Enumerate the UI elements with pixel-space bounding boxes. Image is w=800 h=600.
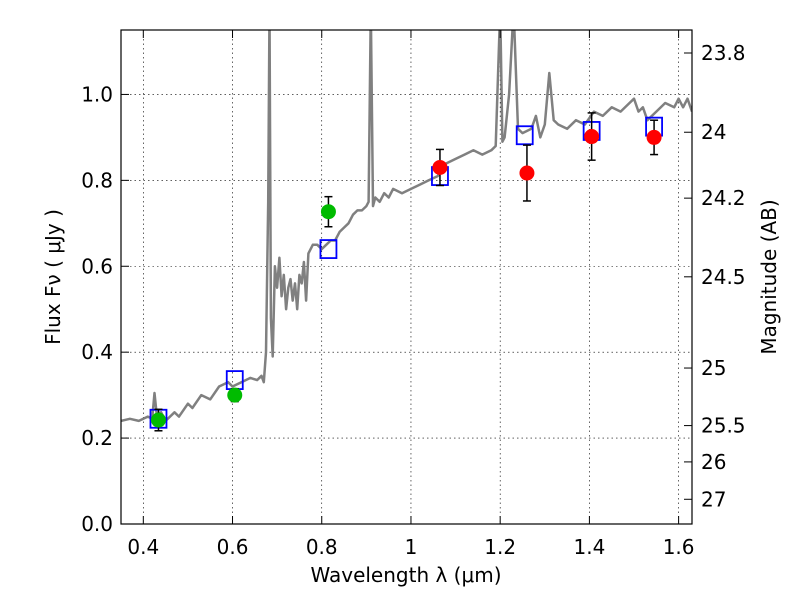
x-tick-label: 1.6 — [663, 535, 695, 559]
mag-tick-label: 27 — [701, 487, 726, 511]
y-tick-label: 0.0 — [81, 512, 113, 536]
y-axis-label: Flux Fν ( μJy ) — [41, 209, 65, 345]
x-tick-label: 0.8 — [306, 535, 338, 559]
model-flux-box — [515, 125, 534, 146]
x-axis-label: Wavelength λ (μm) — [310, 563, 501, 587]
y-tick-label: 0.2 — [81, 426, 113, 450]
nir-flux-point — [519, 165, 535, 181]
template-spectrum-line — [121, 30, 692, 423]
x-tick-label: 1.4 — [573, 535, 605, 559]
plot-frame — [120, 29, 693, 525]
y-tick-label: 0.6 — [81, 254, 113, 278]
y-tick-label: 1.0 — [81, 82, 113, 106]
mag-tick-label: 24 — [701, 120, 726, 144]
right-axis-label: Magnitude (AB) — [757, 199, 781, 354]
x-tick-label: 1 — [405, 535, 418, 559]
observed-flux-markers — [150, 112, 662, 432]
mag-tick-label: 24.2 — [701, 186, 746, 210]
x-tick-label: 1.2 — [484, 535, 516, 559]
mag-tick-label: 23.8 — [701, 41, 746, 65]
tick-layer: 0.4 0.6 0.8 1 1.2 1.4 1.6 0.0 0.2 0.4 0.6 0.8 1.0 23.… — [81, 30, 746, 559]
optical-flux-point — [227, 387, 243, 403]
model-flux-box — [319, 239, 338, 259]
mag-tick-label: 26 — [701, 450, 726, 474]
y-tick-label: 0.8 — [81, 168, 113, 192]
mag-tick-label: 24.5 — [701, 265, 746, 289]
mag-tick-label: 25.5 — [701, 414, 746, 438]
x-tick-label: 0.6 — [217, 535, 249, 559]
y-tick-label: 0.4 — [81, 340, 113, 364]
x-tick-label: 0.4 — [127, 535, 159, 559]
mag-tick-label: 25 — [701, 356, 726, 380]
model-flux-markers — [149, 116, 663, 429]
nir-flux-point — [646, 129, 662, 145]
nir-flux-point — [584, 129, 600, 145]
grid-layer — [121, 30, 692, 525]
optical-flux-point — [150, 412, 166, 428]
optical-flux-point — [320, 204, 336, 220]
nir-flux-point — [432, 159, 448, 175]
